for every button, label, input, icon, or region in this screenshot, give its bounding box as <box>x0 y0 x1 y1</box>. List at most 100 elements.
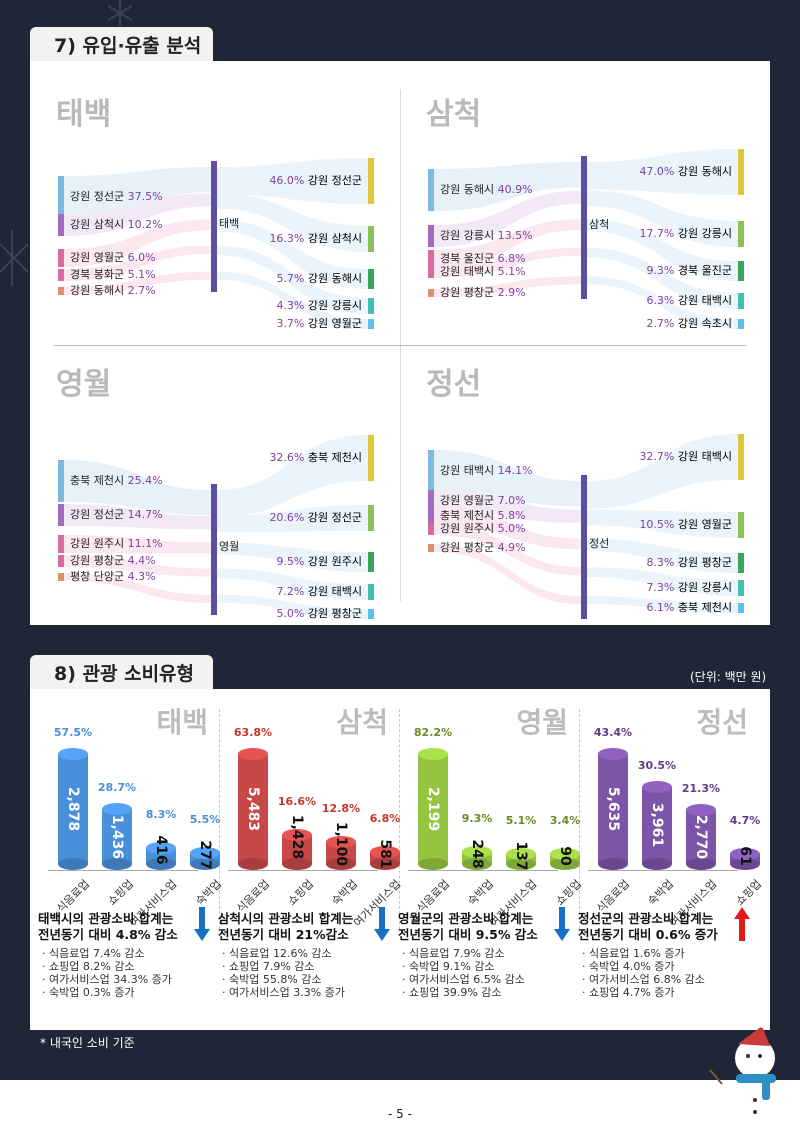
inflow-band <box>434 247 581 278</box>
consumption-tile: 삼척 5,483 63.8% 식음료업 1,428 16.6% 쇼핑업 1,100 12.8% 숙… <box>218 699 404 1009</box>
inflow-pct: 5.8% <box>497 509 526 522</box>
inflow-node <box>428 169 434 211</box>
inflow-node <box>58 573 64 581</box>
summary-item: 쇼핑업 8.2% 감소 <box>42 960 172 973</box>
snowflake-icon <box>0 230 29 286</box>
inflow-pct: 11.1% <box>127 537 163 550</box>
inflow-region: 강원 태백시 <box>440 265 495 278</box>
outflow-label: 2.7% 강원 속초시 <box>646 317 732 331</box>
outflow-band <box>587 247 738 309</box>
section-8-title: 8) 관광 소비유형 <box>54 662 195 685</box>
inflow-node <box>428 225 434 247</box>
outflow-region: 충북 제천시 <box>677 601 732 614</box>
arrow-down-icon <box>194 907 210 945</box>
bar-pct-label: 82.2% <box>413 726 453 739</box>
outflow-node <box>738 319 744 329</box>
inflow-label: 강원 원주시 11.1% <box>70 537 163 551</box>
outflow-node <box>368 226 374 252</box>
inflow-band <box>434 162 581 211</box>
outflow-node <box>738 603 744 613</box>
bar-pct-label: 30.5% <box>637 758 677 772</box>
outflow-region: 강원 평창군 <box>677 556 732 569</box>
bar-base <box>102 858 132 870</box>
outflow-band <box>587 190 738 247</box>
summary-item: 식음료업 7.9% 감소 <box>402 947 525 960</box>
outflow-label: 17.7% 강원 강릉시 <box>639 227 732 241</box>
bar-pct-label: 6.8% <box>369 812 401 826</box>
summary-item: 식음료업 12.6% 감소 <box>222 947 345 960</box>
bar-top <box>462 845 492 858</box>
bar <box>686 809 716 864</box>
bar <box>102 809 132 864</box>
bar-category-label: 숙박업 <box>644 877 676 909</box>
outflow-band <box>217 219 368 289</box>
outflow-pct: 20.6% <box>269 511 305 524</box>
outflow-region: 강원 동해시 <box>307 272 362 285</box>
outflow-label: 32.6% 충북 제천시 <box>269 451 362 465</box>
center-label: 정선 <box>589 537 610 550</box>
inflow-region: 경북 울진군 <box>440 252 495 265</box>
snowflake-icon <box>107 0 133 26</box>
summary-items: 식음료업 7.9% 감소숙박업 9.1% 감소여가서비스업 6.5% 감소쇼핑업… <box>402 947 525 999</box>
bar-value-label: 581 <box>377 839 393 869</box>
bar-value-label: 137 <box>513 841 529 871</box>
summary-item: 쇼핑업 39.9% 감소 <box>402 986 525 999</box>
outflow-band <box>217 158 368 204</box>
bar-value-label: 1,428 <box>289 815 305 860</box>
bar-value-label: 248 <box>469 838 485 869</box>
summary-line: 전년동기 대비 9.5% 감소 <box>398 927 538 942</box>
bar-value-label: 90 <box>557 846 573 866</box>
outflow-node <box>368 158 374 204</box>
summary-line: 영월군의 관광소비 합계는 <box>398 911 534 926</box>
outflow-band <box>587 219 738 281</box>
outflow-label: 46.0% 강원 정선군 <box>269 174 362 188</box>
outflow-label: 7.2% 강원 태백시 <box>276 585 362 599</box>
inflow-region: 강원 평창군 <box>70 554 125 567</box>
inflow-pct: 5.1% <box>127 268 156 281</box>
inflow-label: 강원 동해시 2.7% <box>70 284 156 298</box>
flow-city-title: 태백 <box>56 97 112 132</box>
summary-item: 여가서비스업 6.8% 감소 <box>582 973 705 986</box>
summary-line: 정선군의 관광소비 합계는 <box>578 911 714 926</box>
bar-category-label: 식음료업 <box>53 877 92 916</box>
flow-samcheok: 삼척 강원 동해시 40.9% 강원 강릉시 13.5% 경북 울진군 6.8% 강원 … <box>400 61 770 343</box>
outflow-pct: 9.3% <box>646 264 675 277</box>
inflow-label: 경북 봉화군 5.1% <box>70 268 156 282</box>
outflow-label: 47.0% 강원 동해시 <box>639 165 732 179</box>
inflow-region: 강원 강릉시 <box>440 229 495 242</box>
inflow-region: 강원 동해시 <box>440 183 495 196</box>
consumption-tile: 정선 5,635 43.4% 식음료업 3,961 30.5% 숙박업 2,770 21.3% 여… <box>578 699 764 1009</box>
outflow-band <box>587 538 738 573</box>
bar-top <box>642 780 672 793</box>
inflow-region: 강원 동해시 <box>70 284 125 297</box>
outflow-label: 10.5% 강원 영월군 <box>639 518 732 532</box>
outflow-region: 강원 태백시 <box>677 450 732 463</box>
inflow-band <box>434 507 581 550</box>
outflow-pct: 16.3% <box>269 232 305 245</box>
flow-diagram <box>428 434 744 619</box>
bar-base <box>282 858 312 870</box>
summary-line: 태백시의 관광소비 합계는 <box>38 911 174 926</box>
outflow-pct: 7.2% <box>276 585 305 598</box>
section-7-title: 7) 유입·유출 분석 <box>54 34 202 57</box>
inflow-region: 경북 봉화군 <box>70 268 125 281</box>
inflow-pct: 37.5% <box>127 190 163 203</box>
summary-item: 식음료업 7.4% 감소 <box>42 947 172 960</box>
inflow-band <box>64 245 211 281</box>
center-label: 영월 <box>219 539 240 553</box>
snowdrift <box>0 1080 800 1140</box>
inflow-region: 강원 평창군 <box>440 286 495 299</box>
outflow-region: 강원 강릉시 <box>677 227 732 240</box>
outflow-pct: 6.3% <box>646 294 675 307</box>
outflow-band <box>217 271 368 329</box>
inflow-band <box>434 219 581 268</box>
bar-category-label: 쇼핑업 <box>104 877 136 909</box>
bar-top <box>146 842 176 855</box>
inflow-label: 충북 제천시 25.4% <box>70 474 163 488</box>
bar-base <box>462 858 492 870</box>
outflow-pct: 17.7% <box>639 227 675 240</box>
summary-item: 여가서비스업 34.3% 증가 <box>42 973 172 986</box>
summary-items: 식음료업 12.6% 감소쇼핑업 7.9% 감소숙박업 55.8% 감소여가서비… <box>222 947 345 999</box>
inflow-pct: 25.4% <box>127 474 163 487</box>
inflow-label: 강원 동해시 40.9% <box>440 183 533 197</box>
